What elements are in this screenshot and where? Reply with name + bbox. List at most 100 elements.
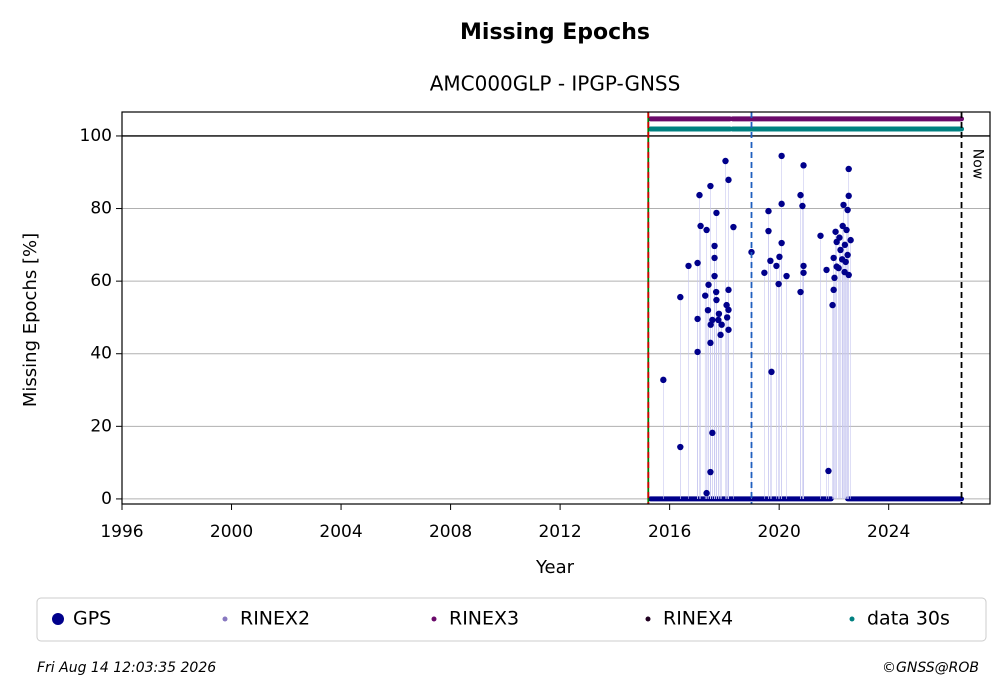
data-point xyxy=(761,269,768,276)
x-tick-label: 1996 xyxy=(100,522,143,542)
data-point xyxy=(677,293,684,301)
data-point xyxy=(711,272,718,280)
legend-label: GPS xyxy=(73,608,111,630)
data-point xyxy=(841,241,849,249)
data-point xyxy=(705,281,712,288)
data-point xyxy=(694,315,701,323)
x-tick-label: 2008 xyxy=(429,522,472,542)
y-axis-label: Missing Epochs [%] xyxy=(20,233,41,407)
data-point xyxy=(841,268,848,276)
data-point xyxy=(783,272,790,280)
legend-label: RINEX4 xyxy=(663,608,733,630)
x-tick-label: 2024 xyxy=(867,522,910,542)
data-point xyxy=(844,206,851,214)
data-point xyxy=(694,348,701,356)
data-point xyxy=(717,331,724,339)
data-point xyxy=(840,201,847,209)
data-point xyxy=(702,292,709,299)
data-point xyxy=(838,256,846,263)
legend-marker xyxy=(849,616,855,622)
data-point xyxy=(723,314,731,321)
footer-timestamp: Fri Aug 14 12:03:35 2026 xyxy=(37,660,216,676)
data-point xyxy=(696,191,703,199)
data-point xyxy=(800,269,807,276)
data-point xyxy=(778,239,785,247)
data-point xyxy=(844,251,851,259)
data-point xyxy=(829,301,836,309)
data-point xyxy=(847,236,854,244)
event-label: Now xyxy=(970,149,986,180)
data-point xyxy=(725,286,732,294)
legend-marker xyxy=(645,616,651,622)
legend-label: data 30s xyxy=(867,608,950,630)
data-point xyxy=(697,222,704,230)
data-point xyxy=(800,262,807,270)
data-point xyxy=(712,288,720,296)
data-point xyxy=(711,254,718,262)
y-tick-label: 80 xyxy=(90,199,112,219)
data-point xyxy=(837,246,844,254)
plot-frame xyxy=(121,111,991,505)
x-tick-label: 2012 xyxy=(538,522,581,542)
data-point xyxy=(765,227,772,235)
x-tick-label: 2016 xyxy=(648,522,691,542)
x-axis-label: Year xyxy=(535,557,575,578)
data-point xyxy=(817,232,824,239)
data-point xyxy=(832,228,839,235)
y-tick-label: 60 xyxy=(90,271,112,291)
chart-title: Missing Epochs xyxy=(460,20,650,45)
data-point xyxy=(776,253,783,261)
data-point xyxy=(797,191,804,199)
data-point xyxy=(843,226,850,234)
y-tick-label: 40 xyxy=(90,344,112,364)
data-point xyxy=(685,262,692,270)
data-point xyxy=(800,162,807,169)
data-point xyxy=(703,489,710,497)
data-point xyxy=(709,429,716,437)
data-point xyxy=(767,257,774,265)
data-point xyxy=(707,321,714,328)
data-point xyxy=(775,280,782,288)
data-point xyxy=(768,368,775,376)
data-point xyxy=(707,339,714,347)
data-point xyxy=(718,321,725,328)
y-tick-label: 20 xyxy=(90,416,112,436)
data-point xyxy=(765,207,772,215)
data-point xyxy=(833,263,840,270)
data-point xyxy=(707,182,714,190)
data-point xyxy=(839,222,846,230)
data-point xyxy=(830,254,837,262)
y-tick-label: 0 xyxy=(101,489,112,509)
data-point xyxy=(797,288,804,296)
data-point xyxy=(713,296,720,304)
data-point xyxy=(845,165,852,173)
data-point xyxy=(707,468,714,476)
legend-marker xyxy=(431,616,437,622)
data-point xyxy=(836,234,843,241)
data-point xyxy=(715,310,723,318)
data-point xyxy=(694,259,701,267)
footer-copyright: ©GNSS@ROB xyxy=(882,660,979,676)
data-point xyxy=(845,192,852,200)
data-point xyxy=(830,286,837,294)
legend-marker xyxy=(52,613,64,625)
data-point xyxy=(713,209,720,217)
x-tick-label: 2004 xyxy=(319,522,362,542)
data-point xyxy=(825,467,832,475)
data-point xyxy=(778,152,785,160)
data-point xyxy=(730,223,737,231)
data-point xyxy=(799,202,806,210)
legend-box xyxy=(36,597,987,642)
data-point xyxy=(823,266,830,274)
data-point xyxy=(660,376,667,384)
x-tick-label: 2020 xyxy=(758,522,801,542)
y-tick-label: 100 xyxy=(80,126,112,146)
data-point xyxy=(831,274,838,282)
legend-label: RINEX3 xyxy=(449,608,519,630)
data-point xyxy=(703,226,710,234)
data-point xyxy=(715,316,722,324)
data-point xyxy=(773,262,780,270)
legend-label: RINEX2 xyxy=(240,608,310,630)
x-tick-label: 2000 xyxy=(210,522,253,542)
